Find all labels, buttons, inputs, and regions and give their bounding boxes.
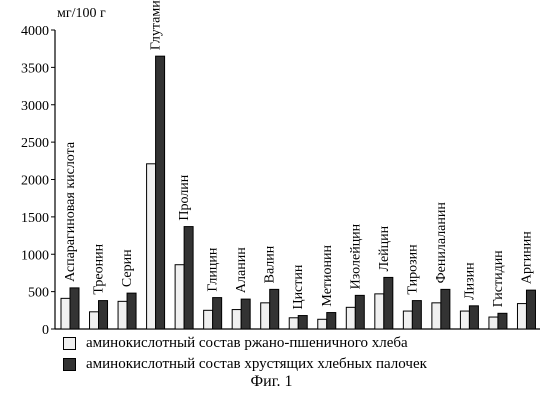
category-label: Изолейцин bbox=[348, 223, 363, 289]
amino-acid-bar-chart: мг/100 г 0 500 1000 1500 2000 2500 3000 3500 400… bbox=[0, 0, 543, 340]
bar-crispy-bread-sticks bbox=[298, 316, 307, 329]
legend-item-crispy-bread-sticks: аминокислотный состав хрустящих хлебных … bbox=[63, 354, 427, 374]
bar-crispy-bread-sticks bbox=[526, 290, 535, 329]
bar-crispy-bread-sticks bbox=[127, 293, 136, 329]
category-label: Фенилаланин bbox=[434, 202, 449, 284]
category-label: Лизин bbox=[462, 262, 477, 300]
bar-crispy-bread-sticks bbox=[213, 298, 222, 329]
y-axis-label: мг/100 г bbox=[57, 6, 106, 21]
category-label: Гистидин bbox=[491, 250, 506, 307]
category-labels: Аспарагиновая кислота Треонин Серин Глутами… bbox=[63, 0, 534, 310]
legend-label-crispy-bread-sticks: аминокислотный состав хрустящих хлебных … bbox=[86, 356, 427, 373]
bar-crispy-bread-sticks bbox=[498, 313, 507, 329]
bar-rye-wheat-bread bbox=[204, 310, 213, 329]
bar-rye-wheat-bread bbox=[517, 304, 526, 329]
y-tick-label: 1500 bbox=[21, 211, 49, 226]
category-label: Глицин bbox=[206, 247, 221, 292]
category-label: Аланин bbox=[234, 247, 249, 293]
bar-rye-wheat-bread bbox=[460, 311, 469, 329]
bar-crispy-bread-sticks bbox=[241, 299, 250, 329]
bar-rye-wheat-bread bbox=[403, 311, 412, 329]
legend-item-rye-wheat-bread: аминокислотный состав ржано-пшеничного х… bbox=[63, 333, 408, 353]
category-label: Валин bbox=[263, 245, 278, 283]
bar-crispy-bread-sticks bbox=[70, 288, 79, 329]
bar-crispy-bread-sticks bbox=[384, 277, 393, 329]
bar-rye-wheat-bread bbox=[261, 303, 270, 329]
bar-rye-wheat-bread bbox=[432, 303, 441, 329]
legend-label-rye-wheat-bread: аминокислотный состав ржано-пшеничного х… bbox=[86, 335, 408, 352]
bar-rye-wheat-bread bbox=[489, 317, 498, 329]
bar-crispy-bread-sticks bbox=[355, 295, 364, 329]
bar-rye-wheat-bread bbox=[61, 298, 70, 329]
category-label: Аспарагиновая кислота bbox=[63, 141, 78, 282]
category-label: Треонин bbox=[92, 243, 107, 294]
bar-crispy-bread-sticks bbox=[412, 301, 421, 329]
bar-rye-wheat-bread bbox=[147, 164, 156, 329]
bar-crispy-bread-sticks bbox=[327, 313, 336, 329]
bar-rye-wheat-bread bbox=[175, 265, 184, 329]
bar-rye-wheat-bread bbox=[289, 318, 298, 329]
category-label: Глутаминовая кислота bbox=[149, 0, 164, 50]
category-label: Цистин bbox=[291, 264, 306, 309]
category-label: Аргинин bbox=[519, 231, 534, 284]
figure-caption: Фиг. 1 bbox=[0, 373, 543, 391]
bar-rye-wheat-bread bbox=[318, 319, 327, 329]
category-label: Серин bbox=[120, 249, 135, 287]
bar-rye-wheat-bread bbox=[232, 310, 241, 329]
bar-rye-wheat-bread bbox=[90, 312, 99, 329]
y-tick-label: 3000 bbox=[21, 99, 49, 114]
bar-crispy-bread-sticks bbox=[441, 289, 450, 329]
y-tick-label: 1000 bbox=[21, 248, 49, 263]
y-tick-label: 500 bbox=[28, 286, 49, 301]
category-label: Тирозин bbox=[405, 244, 420, 295]
bar-crispy-bread-sticks bbox=[184, 227, 193, 329]
legend-swatch-light bbox=[63, 337, 76, 350]
bar-crispy-bread-sticks bbox=[270, 289, 279, 329]
bar-crispy-bread-sticks bbox=[156, 56, 165, 329]
y-tick-label: 2000 bbox=[21, 174, 49, 189]
category-label: Пролин bbox=[177, 174, 192, 220]
y-axis-ticks: 0 500 1000 1500 2000 2500 3000 3500 4000 bbox=[21, 24, 55, 338]
y-tick-label: 4000 bbox=[21, 24, 49, 39]
y-tick-label: 3500 bbox=[21, 61, 49, 76]
bar-rye-wheat-bread bbox=[375, 294, 384, 329]
bar-rye-wheat-bread bbox=[118, 301, 127, 329]
category-label: Лейцин bbox=[377, 225, 392, 271]
bar-crispy-bread-sticks bbox=[469, 306, 478, 329]
y-tick-label: 0 bbox=[42, 323, 49, 338]
y-tick-label: 2500 bbox=[21, 136, 49, 151]
legend-swatch-dark bbox=[63, 358, 76, 371]
bar-crispy-bread-sticks bbox=[99, 301, 108, 329]
bar-rye-wheat-bread bbox=[346, 307, 355, 329]
category-label: Метионин bbox=[320, 244, 335, 306]
